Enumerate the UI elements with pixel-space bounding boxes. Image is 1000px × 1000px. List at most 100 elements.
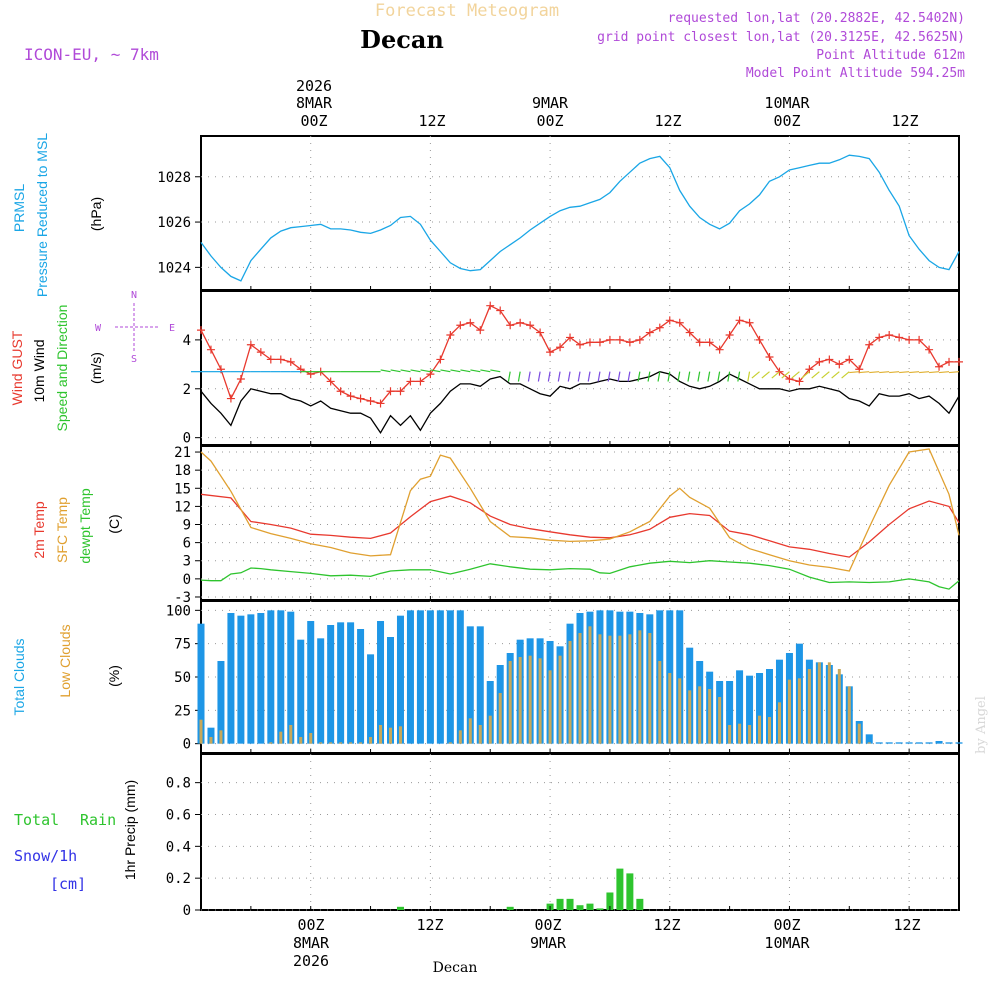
wind-direction-arrow bbox=[410, 369, 421, 373]
gust-point bbox=[486, 301, 495, 310]
low-cloud-bar bbox=[638, 630, 642, 744]
total-cloud-bar bbox=[197, 623, 205, 744]
precip-ytick-label: 0.6 bbox=[166, 807, 191, 823]
total-cloud-bar bbox=[756, 673, 764, 744]
gust-point bbox=[546, 348, 555, 357]
wind-direction-arrow bbox=[771, 371, 780, 379]
gust-point bbox=[456, 321, 465, 330]
low-cloud-bar bbox=[748, 725, 752, 744]
low-cloud-bar bbox=[728, 725, 732, 744]
gust-point bbox=[775, 367, 784, 376]
low-cloud-bar bbox=[628, 634, 632, 744]
temperature-ytick-label: 15 bbox=[174, 481, 191, 497]
total-cloud-bar bbox=[327, 625, 335, 744]
low-cloud-bar bbox=[448, 742, 452, 744]
low-cloud-bar bbox=[209, 737, 213, 744]
gust-point bbox=[197, 326, 205, 335]
wind-direction-arrow bbox=[677, 371, 681, 382]
wind-direction-arrow bbox=[751, 371, 760, 379]
gust-point bbox=[526, 321, 535, 330]
total-cloud-bar bbox=[436, 610, 444, 744]
low-cloud-bar bbox=[867, 742, 871, 744]
clouds-ytick-label: 50 bbox=[174, 670, 191, 686]
precip-label-snow: Snow/1h bbox=[14, 847, 77, 865]
total-cloud-bar bbox=[357, 629, 365, 744]
gust-point bbox=[326, 377, 335, 386]
gust-point bbox=[785, 375, 794, 383]
temperature-ytick-label: 18 bbox=[174, 463, 191, 479]
low-cloud-bar bbox=[299, 737, 303, 744]
gust-point bbox=[625, 338, 634, 347]
top-label-1: 12Z bbox=[418, 112, 445, 130]
wind-direction-arrow bbox=[450, 369, 461, 373]
wind-direction-arrow bbox=[869, 371, 880, 374]
gust-point bbox=[276, 355, 285, 364]
wind-labels: Wind GUST 10m Wind Speed and Direction (… bbox=[9, 290, 175, 431]
top-label-0-l2: 00Z bbox=[300, 112, 327, 130]
grid-point-coords: grid point closest lon,lat (20.3125E, 42… bbox=[597, 30, 965, 45]
pressure-label-long: Pressure Reduced to MSL bbox=[34, 133, 50, 297]
low-cloud-bar bbox=[777, 702, 781, 744]
temp-label-2m: 2m Temp bbox=[31, 501, 47, 559]
gust-point bbox=[346, 392, 355, 401]
bottom-label-4-l0: 00Z bbox=[773, 916, 800, 934]
pressure-ytick-label: 1024 bbox=[157, 260, 191, 276]
wind-direction-arrow bbox=[939, 371, 950, 374]
low-cloud-bar bbox=[578, 633, 582, 744]
rain-bar bbox=[626, 873, 634, 910]
low-cloud-bar bbox=[738, 723, 742, 744]
total-cloud-bar bbox=[257, 613, 265, 744]
low-cloud-bar bbox=[678, 678, 682, 744]
gust-point bbox=[406, 377, 415, 386]
temperature-ytick-label: 9 bbox=[183, 518, 191, 534]
low-cloud-bar bbox=[369, 737, 373, 744]
total-cloud-bar bbox=[297, 639, 305, 744]
clouds-ytick-label: 100 bbox=[166, 603, 191, 619]
top-label-3: 12Z bbox=[654, 112, 681, 130]
gust-point bbox=[955, 357, 963, 366]
top-label-0-l0: 2026 bbox=[296, 77, 332, 95]
temperature-ytick-label: 0 bbox=[183, 572, 191, 588]
low-cloud-bar bbox=[827, 662, 831, 744]
gust-point bbox=[436, 355, 445, 364]
total-cloud-bar bbox=[935, 741, 943, 744]
total-cloud-bar bbox=[247, 614, 255, 744]
total-cloud-bar bbox=[416, 610, 424, 744]
total-cloud-bar bbox=[915, 742, 923, 744]
gust-point bbox=[705, 338, 714, 347]
gust-point bbox=[376, 399, 385, 408]
low-cloud-bar bbox=[339, 742, 343, 744]
gust-point bbox=[895, 333, 904, 342]
rain-bar bbox=[636, 898, 644, 910]
total-cloud-bar bbox=[317, 638, 325, 744]
bottom-label-5: 12Z bbox=[893, 916, 920, 934]
low-cloud-bar bbox=[379, 725, 383, 744]
low-cloud-bar bbox=[708, 689, 712, 744]
wind-direction-arrow bbox=[507, 371, 511, 382]
precip-unit: 1hr Precip (mm) bbox=[122, 780, 138, 880]
temperature-ytick-label: -3 bbox=[174, 590, 191, 606]
wind-direction-arrow bbox=[607, 371, 611, 382]
wind-direction-arrow bbox=[747, 371, 751, 382]
wind-ytick-label: 2 bbox=[183, 382, 191, 398]
low-cloud-bar bbox=[688, 690, 692, 744]
temperature-series-2m-temp bbox=[200, 493, 960, 558]
low-cloud-bar bbox=[548, 670, 552, 744]
gust-point bbox=[745, 318, 754, 327]
wind-direction-arrow bbox=[841, 371, 850, 379]
precip-label-cm: [cm] bbox=[50, 875, 86, 893]
total-cloud-bar bbox=[387, 637, 394, 744]
precip-labels: Total Rain Snow/1h [cm] 1hr Precip (mm) bbox=[14, 780, 138, 893]
total-cloud-bar bbox=[875, 742, 883, 744]
wind-label-10m: 10m Wind bbox=[31, 339, 47, 402]
pressure-unit: (hPa) bbox=[88, 197, 104, 231]
wind-direction-arrow bbox=[879, 371, 890, 374]
low-cloud-bar bbox=[857, 723, 861, 744]
low-cloud-bar bbox=[508, 661, 512, 744]
low-cloud-bar bbox=[668, 673, 672, 744]
wind-unit: (m/s) bbox=[88, 352, 104, 384]
bottom-label-4-l1: 10MAR bbox=[764, 934, 810, 952]
low-cloud-bar bbox=[787, 679, 791, 744]
wind-ytick-label: 0 bbox=[183, 431, 191, 447]
precip-panel: 0 0.2 0.4 0.6 0.8 bbox=[166, 753, 960, 919]
